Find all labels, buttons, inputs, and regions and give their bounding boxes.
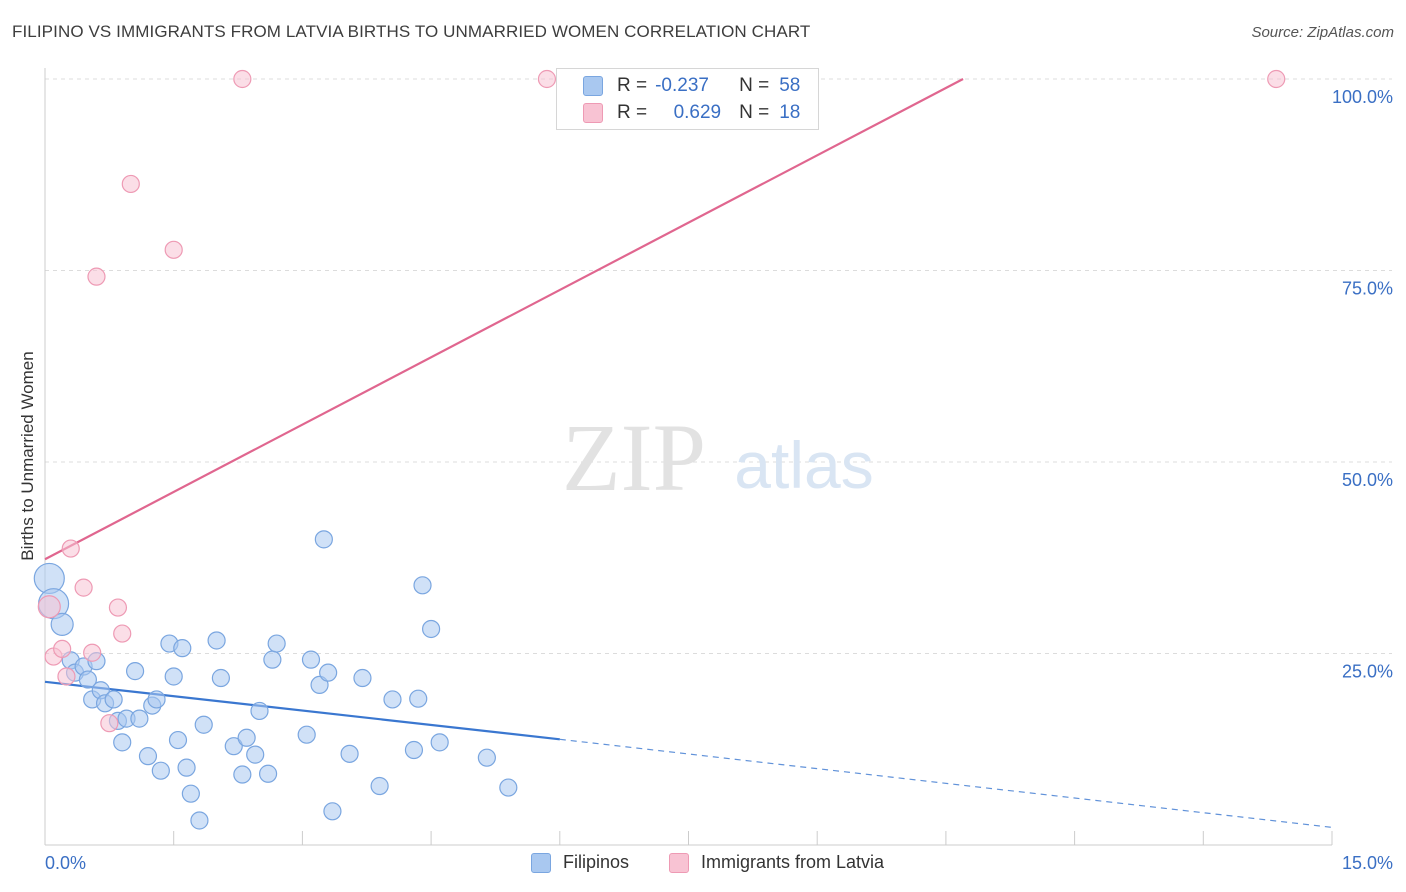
y-tick-labels: 25.0% 50.0% 75.0% 100.0% — [1332, 87, 1393, 682]
legend-n-label: N = — [739, 102, 770, 123]
legend-row-latvia: R = 0.629 N = 18 — [583, 101, 800, 125]
filipinos-point — [297, 725, 316, 744]
legend-n-value: 18 — [779, 102, 801, 123]
chart-title: FILIPINO VS IMMIGRANTS FROM LATVIA BIRTH… — [12, 22, 811, 41]
filipinos-point — [104, 690, 123, 709]
filipinos-point — [211, 668, 230, 688]
filipinos-point — [130, 709, 149, 728]
latvia-point — [83, 643, 102, 662]
latvia-point — [233, 69, 252, 89]
filipinos-point — [314, 530, 333, 549]
bottom-swatch-latvia — [669, 852, 689, 873]
filipinos-point — [404, 740, 424, 760]
y-tick-label: 25.0% — [1342, 662, 1393, 682]
filipinos-point — [430, 733, 449, 752]
filipinos-point — [383, 690, 402, 709]
watermark: ZIP atlas — [562, 404, 874, 511]
legend-n-label: N = — [739, 75, 770, 96]
y-tick-label: 75.0% — [1342, 279, 1393, 299]
filipinos-point — [499, 778, 518, 797]
filipinos-point — [413, 576, 432, 595]
filipinos-point — [258, 764, 278, 783]
filipinos-point — [177, 758, 196, 777]
filipinos-point — [319, 663, 338, 682]
filipinos-point — [323, 802, 342, 821]
filipinos-point — [477, 748, 496, 767]
legend-swatch-latvia — [583, 103, 603, 123]
bottom-legend-label-filipinos: Filipinos — [563, 852, 630, 872]
filipinos-point — [353, 668, 372, 688]
x-tick-label: 15.0% — [1342, 853, 1393, 873]
filipinos-trend-line — [44, 680, 560, 741]
legend-swatch-filipinos — [583, 76, 603, 96]
x-tick-labels: 0.0% 15.0% — [45, 853, 1393, 873]
filipinos-point — [190, 811, 209, 830]
points — [33, 69, 1286, 830]
filipinos-point — [267, 634, 286, 653]
legend-r-value: 0.629 — [673, 102, 722, 123]
x-tick-label: 0.0% — [45, 853, 86, 873]
latvia-point — [100, 714, 119, 733]
filipinos-point — [78, 670, 98, 689]
filipinos-point — [151, 761, 170, 780]
filipinos-point — [168, 730, 188, 750]
legend-r-label: R = — [617, 102, 648, 123]
latvia-point — [121, 174, 140, 194]
filipinos-point — [125, 662, 145, 681]
legend-r-label: R = — [617, 75, 648, 96]
chart-source: Source: ZipAtlas.com — [1251, 24, 1394, 41]
filipinos-point — [340, 744, 359, 763]
filipinos-trend-extension — [559, 738, 1333, 828]
filipinos-point — [164, 667, 183, 686]
legend-row-filipinos: R = -0.237 N = 58 — [583, 74, 800, 98]
axes — [44, 68, 1333, 846]
filipinos-point — [263, 650, 282, 669]
filipinos-point — [173, 639, 192, 658]
filipinos-point — [194, 715, 213, 734]
filipinos-point — [50, 612, 74, 636]
latvia-point — [37, 595, 61, 619]
latvia-point — [87, 267, 106, 286]
filipinos-point — [409, 689, 428, 708]
filipinos-point — [250, 701, 269, 721]
filipinos-point — [113, 733, 132, 752]
watermark-atlas: atlas — [734, 428, 873, 502]
latvia-point — [57, 667, 76, 686]
bottom-legend-latvia: Immigrants from Latvia — [669, 852, 884, 873]
bottom-legend-filipinos: Filipinos — [531, 852, 629, 873]
filipinos-point — [207, 631, 226, 650]
trend-lines — [44, 78, 1333, 828]
latvia-point — [108, 598, 128, 617]
grid — [45, 78, 1392, 654]
latvia-point — [164, 240, 183, 259]
y-tick-label: 50.0% — [1342, 470, 1393, 490]
latvia-trend-line — [44, 78, 964, 561]
latvia-point — [61, 539, 80, 558]
stats-legend: R = -0.237 N = 58 R = 0.629 N = 18 — [556, 68, 819, 130]
watermark-zip: ZIP — [562, 404, 706, 511]
filipinos-point — [422, 619, 441, 639]
y-axis-label: Births to Unmarried Women — [18, 351, 37, 561]
filipinos-point — [224, 737, 243, 756]
filipinos-point — [138, 747, 158, 766]
bottom-legend-label-latvia: Immigrants from Latvia — [701, 852, 885, 872]
y-tick-label: 100.0% — [1332, 87, 1393, 107]
legend-n-value: 58 — [779, 75, 801, 96]
filipinos-point — [301, 650, 321, 669]
filipinos-point — [246, 745, 265, 764]
latvia-point — [53, 639, 72, 659]
bottom-swatch-filipinos — [531, 852, 551, 873]
latvia-point — [537, 69, 557, 89]
filipinos-point — [370, 776, 389, 796]
latvia-point — [113, 624, 132, 643]
filipinos-point — [147, 690, 166, 709]
filipinos-point — [310, 675, 329, 695]
filipinos-point — [181, 784, 200, 803]
legend-r-value: -0.237 — [655, 75, 709, 96]
latvia-point — [1267, 69, 1286, 89]
filipinos-point — [237, 728, 256, 747]
latvia-point — [74, 578, 93, 597]
filipinos-point — [233, 765, 252, 784]
